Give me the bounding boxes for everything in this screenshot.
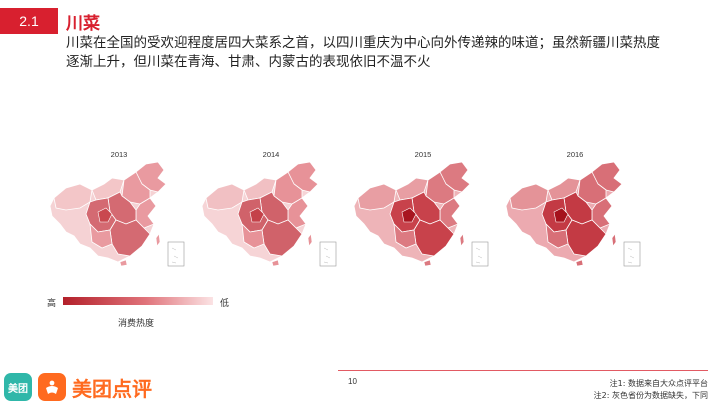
map-year-label: 2015 xyxy=(414,150,432,159)
map-2013: 2013 xyxy=(46,150,192,270)
brand-logo: 美团 美团点评 xyxy=(4,373,152,401)
section-number: 2.1 xyxy=(0,8,58,34)
legend-gradient-bar xyxy=(63,297,213,305)
footnote-2: 注2: 灰色省份为数据缺失，下同 xyxy=(593,391,708,400)
china-map-icon xyxy=(201,161,337,267)
section-title: 川菜 xyxy=(66,13,100,34)
meituan-app-icon: 美团 xyxy=(4,373,32,401)
dianping-app-icon xyxy=(38,373,66,401)
china-map-icon xyxy=(49,161,185,267)
china-map-icon xyxy=(505,161,641,267)
map-2015: 2015 xyxy=(350,150,496,270)
brand-name: 美团点评 xyxy=(72,376,152,401)
map-year-label: 2013 xyxy=(110,150,128,159)
description-text: 川菜在全国的受欢迎程度居四大菜系之首，以四川重庆为中心向外传递辣的味道；虽然新疆… xyxy=(66,35,660,70)
slide-header: 2.1 川菜 xyxy=(0,8,100,34)
map-2014: 2014 xyxy=(198,150,344,270)
legend-caption: 消费热度 xyxy=(118,319,155,329)
legend-high-label: 高 xyxy=(47,299,57,309)
map-year-label: 2014 xyxy=(262,150,280,159)
china-map-icon xyxy=(353,161,489,267)
footnote-1: 注1: 数据来自大众点评平台 xyxy=(609,379,708,388)
legend-low-label: 低 xyxy=(220,299,230,309)
map-year-label: 2016 xyxy=(566,150,584,159)
footer-divider xyxy=(338,370,708,371)
map-2016: 2016 xyxy=(502,150,648,270)
page-number: 10 xyxy=(348,377,357,386)
